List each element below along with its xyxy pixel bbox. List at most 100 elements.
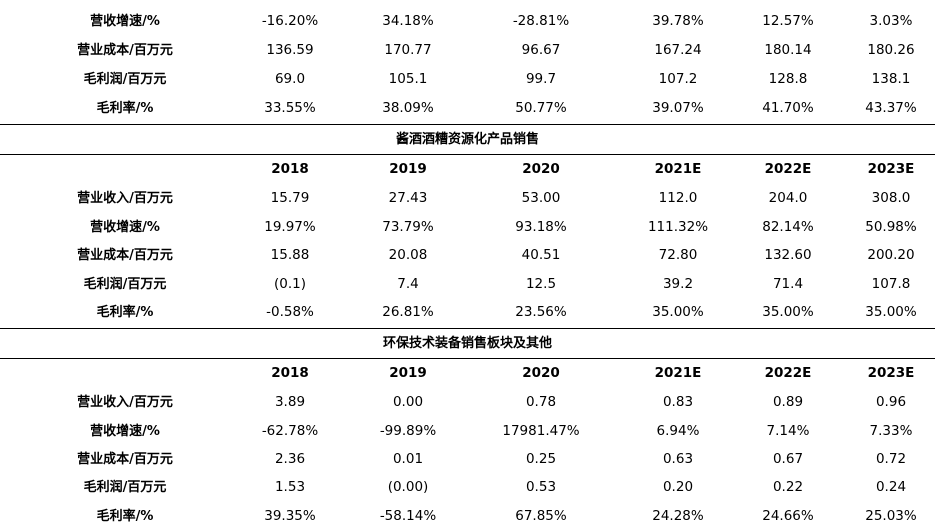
table-cell: 0.20: [662, 479, 694, 495]
table-row: 营业收入/百万元 15.79 27.43 53.00 112.0 204.0 3…: [0, 184, 935, 213]
table-cell: 308.0: [871, 190, 911, 206]
row-label: 营收增速/%: [90, 424, 160, 439]
table-cell: 93.18%: [515, 219, 567, 235]
table-cell: 53.00: [521, 190, 561, 206]
year-header: 2021E: [654, 161, 702, 177]
table-cell: 0.53: [525, 479, 557, 495]
table-cell: 170.77: [384, 42, 432, 58]
table-cell: 43.37%: [865, 100, 917, 116]
section-divider: [0, 328, 935, 329]
row-label: 营业收入/百万元: [77, 191, 173, 206]
row-label: 毛利润/百万元: [83, 480, 167, 495]
table-cell: 19.97%: [264, 219, 316, 235]
table-cell: 24.66%: [762, 508, 814, 524]
year-header: 2022E: [764, 365, 812, 381]
table-cell: 24.28%: [652, 508, 704, 524]
table-cell: 0.67: [772, 451, 804, 467]
row-label: 营业成本/百万元: [77, 452, 173, 467]
table-cell: 27.43: [388, 190, 428, 206]
table-cell: 25.03%: [865, 508, 917, 524]
table-cell: 15.88: [270, 247, 310, 263]
table-row: 营收增速/% -62.78% -99.89% 17981.47% 6.94% 7…: [0, 417, 935, 446]
row-label: 营业成本/百万元: [77, 43, 173, 58]
table-cell: 0.00: [392, 394, 424, 410]
table-row: 营业成本/百万元 15.88 20.08 40.51 72.80 132.60 …: [0, 241, 935, 270]
table-cell: 2.36: [274, 451, 306, 467]
table-cell: 107.2: [658, 71, 698, 87]
section-divider: [0, 124, 935, 125]
table-cell: 138.1: [871, 71, 911, 87]
table-row: 毛利率/% 39.35% -58.14% 67.85% 24.28% 24.66…: [0, 502, 935, 531]
table-cell: 3.03%: [869, 13, 913, 29]
table-cell: 35.00%: [762, 304, 814, 320]
table-cell: 12.57%: [762, 13, 814, 29]
year-header: 2018: [271, 161, 309, 177]
section-divider: [0, 358, 935, 359]
table-cell: 112.0: [658, 190, 698, 206]
table-cell: 72.80: [658, 247, 698, 263]
table-cell: 35.00%: [865, 304, 917, 320]
table-cell: 39.35%: [264, 508, 316, 524]
section-title: 酱酒酒糟资源化产品销售: [395, 132, 539, 147]
table-cell: 128.8: [768, 71, 808, 87]
table-cell: 6.94%: [656, 423, 700, 439]
table-cell: 15.79: [270, 190, 310, 206]
table-cell: 69.0: [274, 71, 306, 87]
table-cell: 1.53: [274, 479, 306, 495]
table-cell: 7.14%: [766, 423, 810, 439]
table-cell: 71.4: [772, 276, 804, 292]
table-cell: 0.96: [875, 394, 907, 410]
table-cell: 132.60: [764, 247, 812, 263]
table-cell: 204.0: [768, 190, 808, 206]
row-label: 毛利率/%: [96, 509, 154, 524]
table-cell: 41.70%: [762, 100, 814, 116]
table-cell: 50.77%: [515, 100, 567, 116]
table-cell: 67.85%: [515, 508, 567, 524]
table-cell: 180.26: [867, 42, 915, 58]
table-cell: 0.83: [662, 394, 694, 410]
table-cell: 40.51: [521, 247, 561, 263]
table-cell: 180.14: [764, 42, 812, 58]
table-row: 毛利率/% 33.55% 38.09% 50.77% 39.07% 41.70%…: [0, 94, 935, 123]
table-cell: 20.08: [388, 247, 428, 263]
year-header: 2020: [522, 365, 560, 381]
table-cell: 105.1: [388, 71, 428, 87]
section-divider: [0, 154, 935, 155]
table-cell: -28.81%: [512, 13, 570, 29]
table-cell: 26.81%: [382, 304, 434, 320]
table-cell: 0.72: [875, 451, 907, 467]
section-title: 环保技术装备销售板块及其他: [382, 336, 552, 351]
table-cell: 167.24: [654, 42, 702, 58]
table-cell: 7.33%: [869, 423, 913, 439]
table-cell: 0.63: [662, 451, 694, 467]
year-header: 2023E: [867, 365, 915, 381]
table-cell: -16.20%: [261, 13, 319, 29]
table-cell: 7.4: [397, 276, 419, 292]
row-label: 营收增速/%: [90, 220, 160, 235]
row-label: 营收增速/%: [90, 14, 160, 29]
row-label: 毛利率/%: [96, 101, 154, 116]
row-label: 毛利率/%: [96, 305, 154, 320]
table-cell: 39.07%: [652, 100, 704, 116]
table-row: 毛利率/% -0.58% 26.81% 23.56% 35.00% 35.00%…: [0, 298, 935, 327]
table-cell: 39.2: [662, 276, 694, 292]
table-cell: 99.7: [525, 71, 557, 87]
table-cell: 0.25: [525, 451, 557, 467]
table-cell: 111.32%: [647, 219, 709, 235]
table-cell: 3.89: [274, 394, 306, 410]
table-row: 毛利润/百万元 (0.1) 7.4 12.5 39.2 71.4 107.8: [0, 270, 935, 299]
year-header: 2021E: [654, 365, 702, 381]
table-cell: 0.89: [772, 394, 804, 410]
row-label: 营业收入/百万元: [77, 395, 173, 410]
table-cell: 39.78%: [652, 13, 704, 29]
table-cell: (0.1): [273, 276, 306, 292]
table-cell: 34.18%: [382, 13, 434, 29]
year-header: 2023E: [867, 161, 915, 177]
table-cell: 35.00%: [652, 304, 704, 320]
table-cell: 136.59: [266, 42, 314, 58]
year-header: 2019: [389, 365, 427, 381]
year-header: 2020: [522, 161, 560, 177]
table-row: 营业成本/百万元 136.59 170.77 96.67 167.24 180.…: [0, 36, 935, 65]
table-row: 营业收入/百万元 3.89 0.00 0.78 0.83 0.89 0.96: [0, 388, 935, 417]
